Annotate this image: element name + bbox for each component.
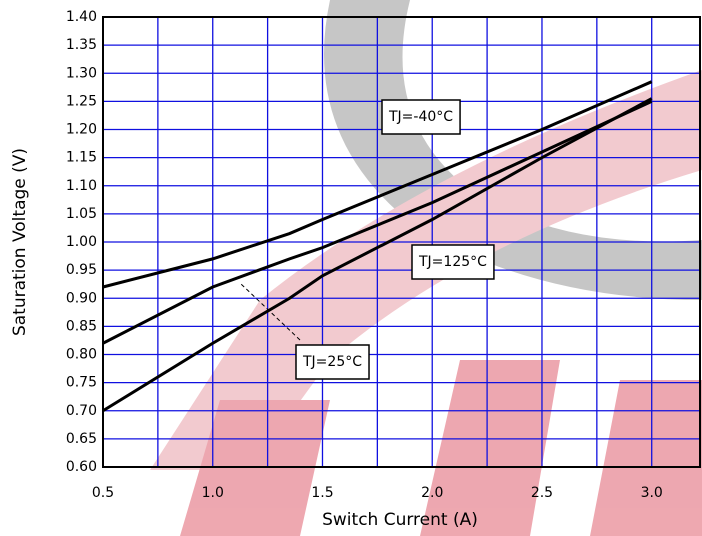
y-tick-label: 1.10 [66,178,97,194]
y-tick-label: 0.80 [66,347,97,363]
x-tick-label: 3.0 [641,485,663,501]
y-axis-title: Saturation Voltage (V) [10,148,30,336]
x-tick-label: 0.5 [92,485,114,501]
x-axis-title: Switch Current (A) [322,510,478,530]
y-tick-label: 1.30 [66,65,97,81]
series-label: TJ=-40°C [388,109,453,125]
y-tick-label: 1.15 [66,150,97,166]
watermark-letters [180,360,702,536]
plot-frame [102,16,701,468]
x-tick-label: 2.5 [531,485,553,501]
y-tick-label: 1.35 [66,37,97,53]
y-tick-label: 1.00 [66,234,97,250]
y-tick-label: 0.70 [66,403,97,419]
series-line [102,80,653,289]
x-tick-label: 2.0 [421,485,443,501]
series-label: TJ=125°C [418,254,487,270]
y-tick-label: 0.65 [66,431,97,447]
series-line [102,97,653,413]
y-tick-label: 1.05 [66,206,97,222]
y-tick-label: 1.20 [66,122,97,138]
x-tick-label: 1.0 [202,485,224,501]
plot: TJ=-40°C TJ=25°C TJ=125°C [102,80,653,413]
series-label-box [381,99,461,135]
x-tick-label: 1.5 [311,485,333,501]
y-tick-label: 0.85 [66,318,97,334]
series-label-box [295,344,370,380]
series-label: TJ=25°C [302,354,362,370]
y-tick-label: 0.90 [66,290,97,306]
y-tick-label: 1.40 [66,9,97,25]
y-tick-label: 0.95 [66,262,97,278]
series-line [102,100,653,345]
y-tick-label: 0.75 [66,375,97,391]
y-tick-label: 1.25 [66,93,97,109]
y-tick-label: 0.60 [66,459,97,475]
series-label-box [411,244,495,280]
